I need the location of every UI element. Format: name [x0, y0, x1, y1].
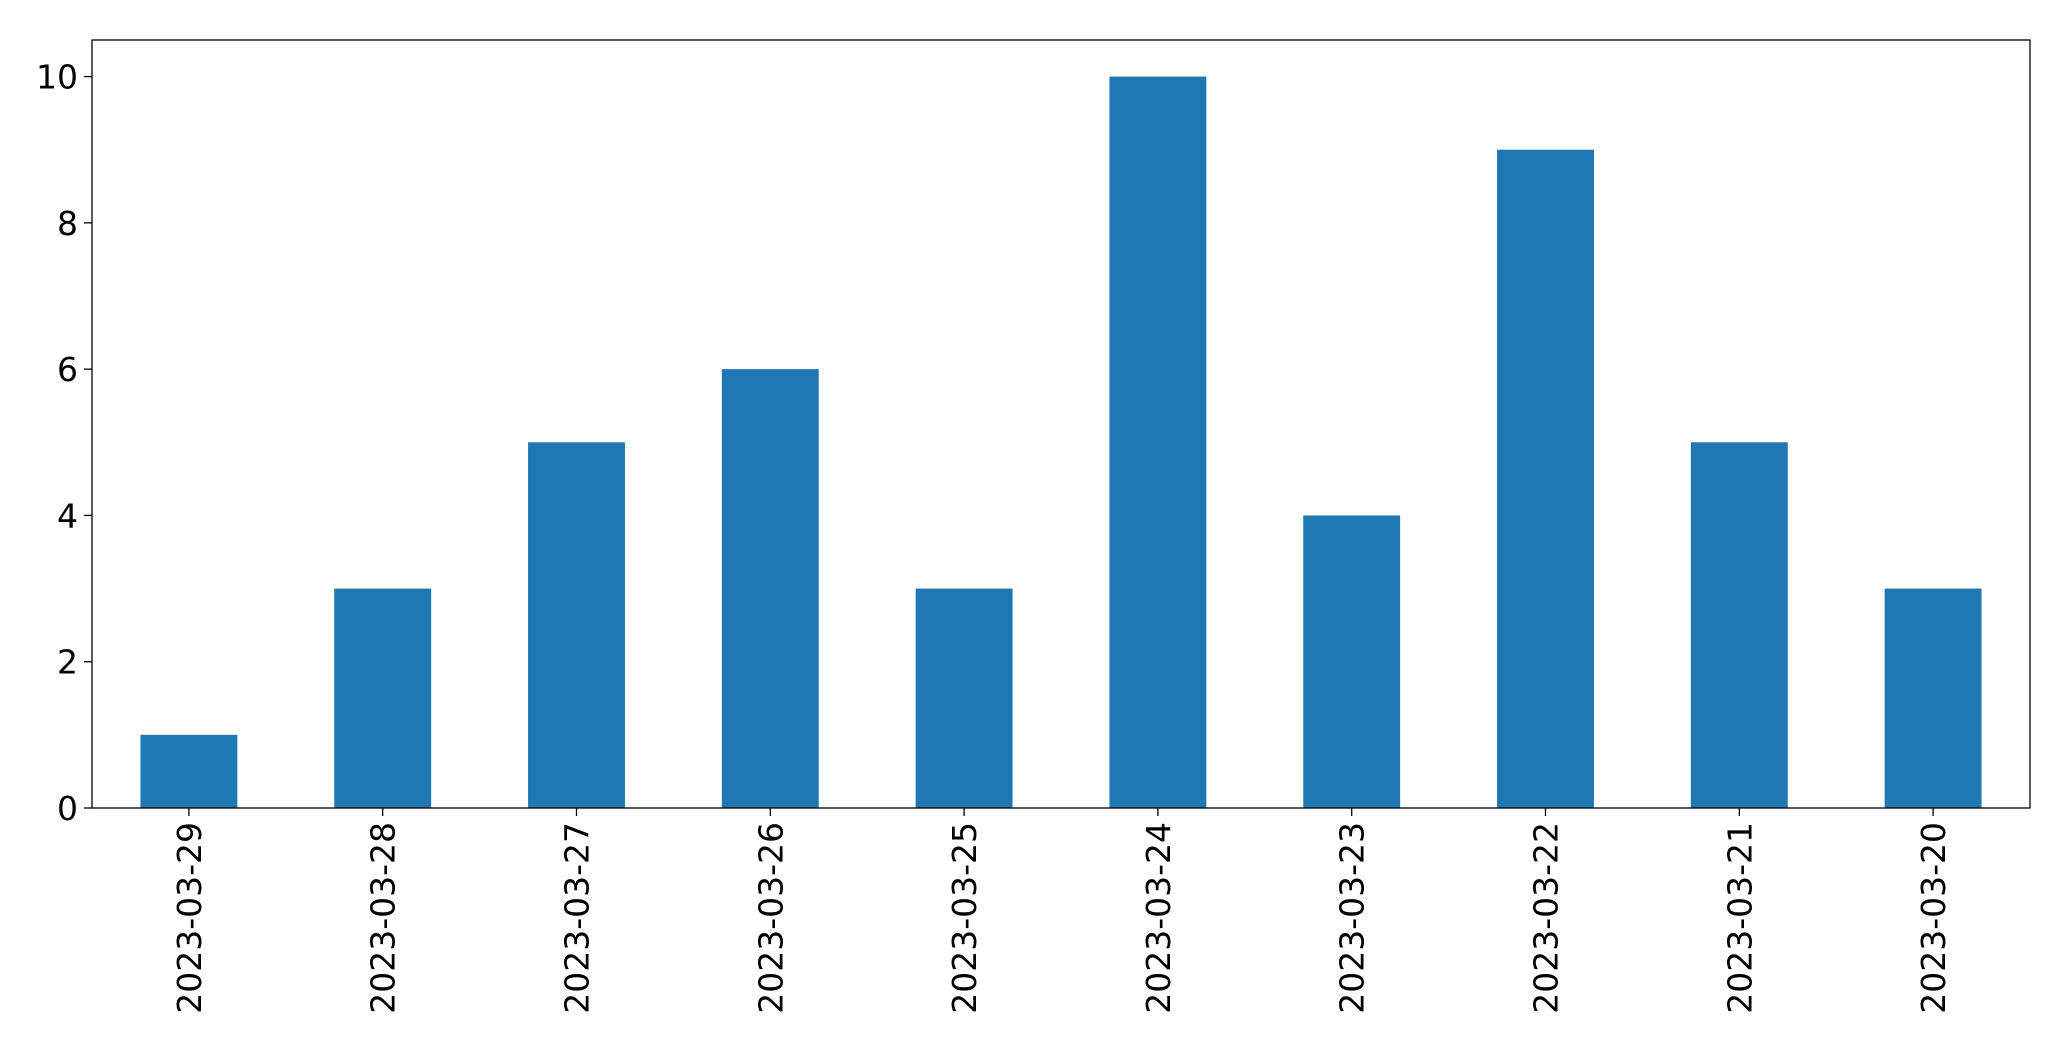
- y-tick-label: 6: [57, 350, 78, 389]
- y-tick-label: 8: [57, 204, 78, 243]
- y-tick-label: 10: [36, 58, 78, 97]
- x-tick-label: 2023-03-27: [558, 822, 597, 1014]
- bar: [528, 442, 625, 808]
- y-tick-label: 2: [57, 643, 78, 682]
- x-tick-label: 2023-03-25: [945, 822, 984, 1014]
- x-tick-label: 2023-03-26: [751, 822, 790, 1014]
- x-tick-label: 2023-03-29: [170, 822, 209, 1014]
- bar: [1884, 588, 1982, 808]
- x-tick-label: 2023-03-23: [1333, 822, 1372, 1014]
- x-tick-label: 2023-03-22: [1527, 822, 1566, 1014]
- bar: [140, 734, 238, 808]
- bar: [1109, 76, 1207, 809]
- bar: [334, 588, 432, 808]
- x-tick-label: 2023-03-28: [364, 822, 403, 1014]
- plot-frame: [91, 39, 2031, 809]
- bar: [1497, 149, 1594, 808]
- y-tick-label: 0: [57, 789, 78, 828]
- bar: [1303, 515, 1401, 808]
- y-tick-label: 4: [57, 496, 78, 535]
- bar: [915, 588, 1013, 808]
- bar: [721, 369, 819, 808]
- bar: [1690, 442, 1788, 808]
- x-tick-label: 2023-03-21: [1720, 822, 1759, 1014]
- x-tick-label: 2023-03-20: [1914, 822, 1953, 1014]
- x-tick-label: 2023-03-24: [1139, 822, 1178, 1014]
